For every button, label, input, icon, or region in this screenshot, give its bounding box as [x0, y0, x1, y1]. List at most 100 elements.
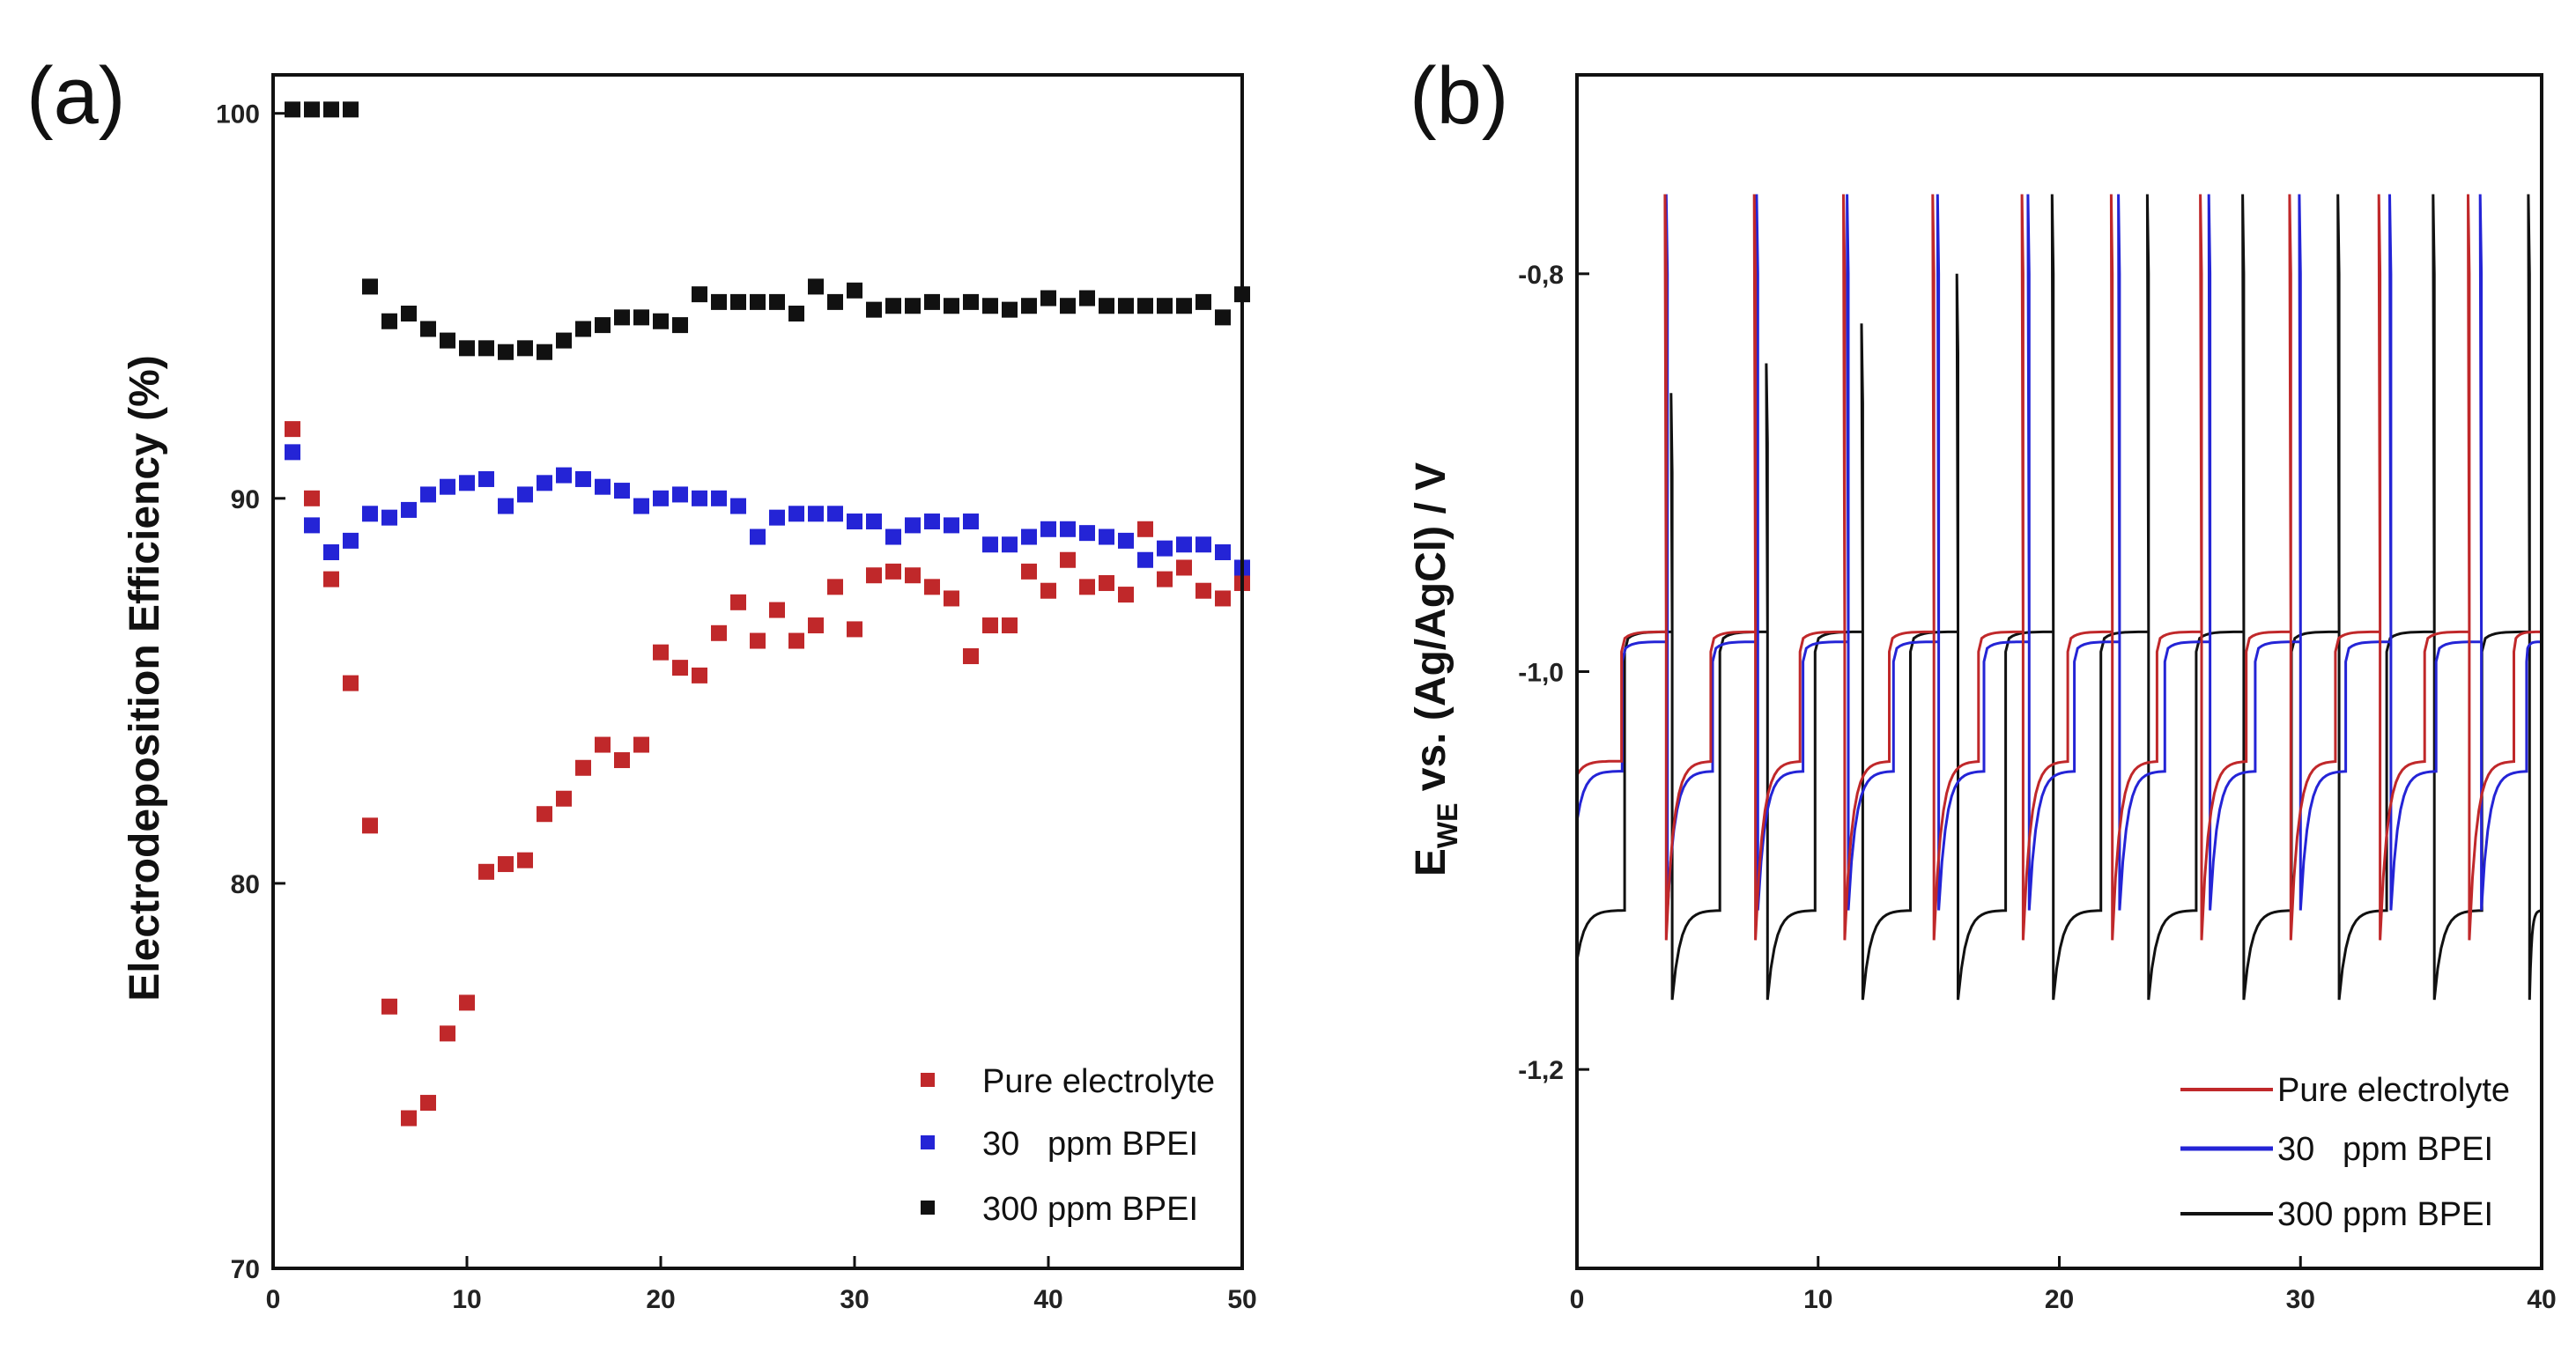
legend-label-pure-electrolyte-b: Pure electrolyte [2277, 1072, 2510, 1109]
a-point [362, 817, 378, 834]
a-point [633, 498, 649, 514]
panel-a-y-axis-title: Electrodeposition Efficiency (%) [122, 355, 168, 1001]
a-point [575, 321, 591, 337]
a-point [963, 514, 979, 530]
panel-b-y-axis-title: EWE vs. (Ag/AgCl) / V [1408, 462, 1463, 876]
a-y-tick-label: 80 [231, 870, 260, 899]
a-point [537, 344, 552, 360]
a-point [304, 517, 320, 534]
b-x-tick-label: 40 [2527, 1285, 2556, 1314]
a-point [614, 483, 630, 499]
a-point [808, 278, 824, 295]
a-point [711, 490, 727, 506]
a-point [905, 517, 921, 534]
a-point [827, 579, 843, 595]
a-point [1002, 617, 1018, 634]
a-point [537, 806, 552, 823]
a-point [827, 293, 843, 310]
a-point [1137, 521, 1153, 537]
a-point [711, 624, 727, 641]
a-point [1079, 525, 1095, 542]
legend-label-300-ppm-bpei-b: 300 ppm BPEI [2277, 1196, 2493, 1233]
a-point [614, 309, 630, 326]
a-point [750, 528, 766, 545]
a-point [1099, 574, 1114, 591]
a-point [440, 332, 455, 349]
a-point [730, 594, 746, 610]
a-point [963, 293, 979, 310]
b-series-line-2 [1575, 194, 2543, 1001]
a-point [808, 506, 824, 522]
panel-a-series [285, 101, 1250, 1127]
a-point [420, 321, 436, 337]
a-point [1157, 540, 1173, 557]
a-point [924, 293, 940, 310]
legend-label-300-ppm-bpei: 300 ppm BPEI [982, 1191, 1198, 1228]
a-point [1195, 536, 1211, 553]
a-point [1137, 551, 1153, 568]
a-point [982, 298, 998, 314]
a-x-tick-label: 50 [1227, 1285, 1256, 1314]
a-point [750, 293, 766, 310]
a-point [595, 478, 611, 495]
a-point [692, 667, 707, 684]
a-point [537, 475, 552, 491]
a-point [440, 1025, 455, 1042]
b-y-tick-label: -0,8 [1518, 261, 1564, 290]
a-point [769, 293, 785, 310]
a-point [556, 467, 572, 484]
legend-marker-pure-electrolyte [921, 1073, 935, 1087]
a-point [478, 340, 494, 357]
a-point [1137, 298, 1153, 314]
a-point [885, 563, 901, 580]
legend-label-pure-electrolyte: Pure electrolyte [982, 1063, 1215, 1100]
a-point [885, 528, 901, 545]
a-point [788, 506, 804, 522]
a-series-0 [285, 421, 1250, 1127]
a-point [1060, 298, 1076, 314]
a-point [692, 286, 707, 303]
panel-a-label: (a) [26, 51, 125, 141]
a-point [323, 544, 339, 560]
a-point [1002, 536, 1018, 553]
a-point [788, 306, 804, 321]
b-x-tick-label: 30 [2286, 1285, 2315, 1314]
a-point [730, 293, 746, 310]
a-point [323, 571, 339, 587]
a-point [285, 421, 300, 438]
a-point [498, 498, 514, 514]
a-point [1195, 582, 1211, 599]
a-point [1040, 521, 1056, 537]
a-point [827, 506, 843, 522]
a-x-tick-label: 10 [452, 1285, 481, 1314]
a-point [517, 852, 533, 868]
a-point [788, 632, 804, 649]
a-point [1157, 298, 1173, 314]
a-point [1176, 298, 1192, 314]
a-point [866, 567, 882, 584]
a-y-tick-label: 90 [231, 485, 260, 514]
panel-a-scatter-chart: (a) Electrodeposition Efficiency (%) 0 10… [26, 51, 1257, 1314]
a-point [459, 475, 475, 491]
a-point [381, 509, 397, 526]
a-point [1118, 587, 1134, 603]
panel-b-y-axis-title-e: E [1408, 848, 1455, 876]
b-series-line-1 [1575, 194, 2542, 911]
a-point [692, 490, 707, 506]
panel-a-plot-frame [271, 73, 1244, 1270]
a-point [401, 501, 417, 518]
a-point [1002, 301, 1018, 318]
a-point [1157, 571, 1173, 587]
a-point [1176, 536, 1192, 553]
a-series-2 [285, 101, 1250, 360]
a-point [885, 298, 901, 314]
a-point [963, 648, 979, 665]
a-point [847, 282, 862, 299]
a-point [478, 470, 494, 487]
a-point [323, 101, 339, 118]
a-point [1215, 590, 1231, 607]
a-point [1021, 528, 1037, 545]
b-x-tick-label: 20 [2045, 1285, 2074, 1314]
a-point [285, 444, 300, 461]
